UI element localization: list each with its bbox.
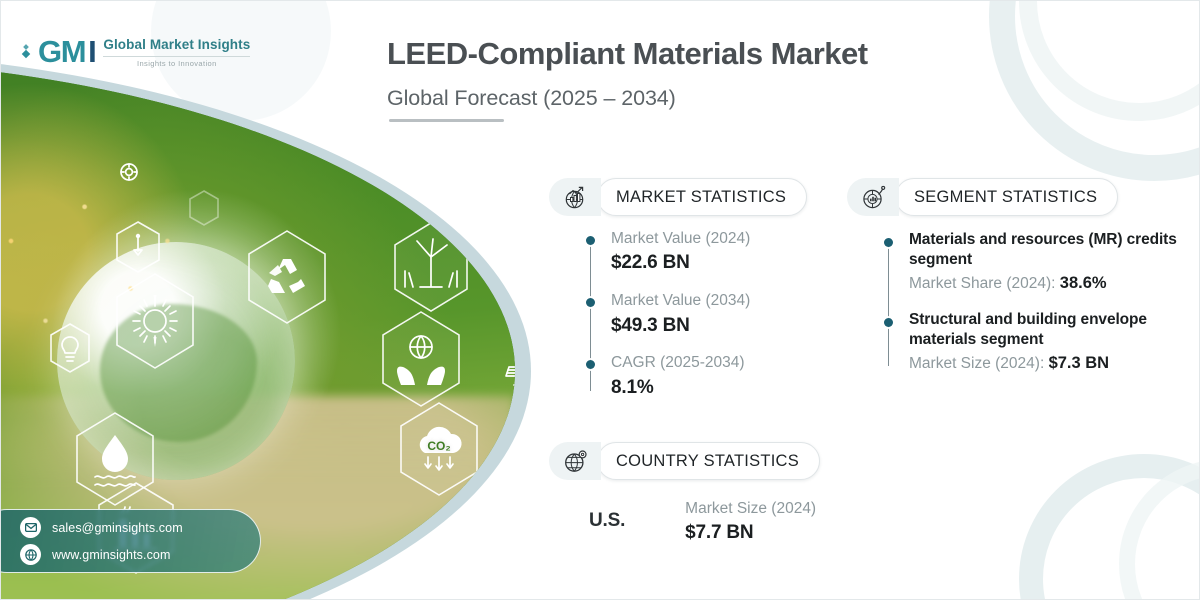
segment-name: Materials and resources (MR) credits seg… xyxy=(909,231,1177,269)
segment-statistics-list: Materials and resources (MR) credits seg… xyxy=(847,230,1187,375)
recycle-icon xyxy=(241,227,333,327)
pie-chart-target-icon xyxy=(847,178,899,216)
country-metric-label: Market Size (2024) xyxy=(685,500,817,517)
segment-name: Structural and building envelope materia… xyxy=(909,310,1147,349)
market-stat-label: Market Value (2034) xyxy=(611,292,751,310)
contact-info-pill: sales@gminsights.com www.gminsights.com xyxy=(1,509,261,573)
logo-wordmark: Global Market Insights Insights to Innov… xyxy=(103,35,251,68)
globe-icon xyxy=(20,544,41,565)
logo-mark-text: GM I xyxy=(38,33,97,69)
sun-solar-icon xyxy=(107,269,203,373)
logo-tagline: Insights to Innovation xyxy=(137,58,217,68)
market-stat-value: $22.6 BN xyxy=(611,252,690,274)
market-stats-connector-rail xyxy=(590,237,592,392)
bullet-dot xyxy=(884,238,893,247)
logo-i: I xyxy=(88,33,97,69)
contact-email-text: sales@gminsights.com xyxy=(52,520,183,535)
decorative-arc-top-right-outer xyxy=(989,1,1199,181)
small-hexagon-outline-icon-2 xyxy=(461,479,489,511)
market-statistics-panel: MARKET STATISTICS Market Value (2024) $2… xyxy=(549,178,849,400)
decorative-arc-bottom-right-inner xyxy=(1119,459,1199,599)
segment-metric: Market Size (2024): $7.3 BN xyxy=(909,351,1187,376)
contact-website-text: www.gminsights.com xyxy=(52,547,171,562)
segment-statistics-heading: SEGMENT STATISTICS xyxy=(895,178,1119,216)
country-metric-value: $7.7 BN xyxy=(685,522,754,544)
water-drop-icon xyxy=(69,409,161,509)
market-statistics-list: Market Value (2024) $22.6 BN Market Valu… xyxy=(549,228,849,400)
logo-gm: GM xyxy=(38,33,87,69)
market-stat-value: $49.3 BN xyxy=(611,314,690,336)
country-metric: Market Size (2024) $7.7 BN xyxy=(685,498,816,546)
contact-email-row[interactable]: sales@gminsights.com xyxy=(20,517,260,538)
market-statistics-badge: MARKET STATISTICS xyxy=(549,178,849,216)
contact-website-row[interactable]: www.gminsights.com xyxy=(20,544,260,565)
page-subtitle: Global Forecast (2025 – 2034) xyxy=(387,86,676,110)
solar-panel-icon xyxy=(503,359,515,393)
segment-metric-label: Market Share (2024): xyxy=(909,274,1056,292)
market-stat-value: 8.1% xyxy=(611,376,654,398)
svg-text:CO₂: CO₂ xyxy=(427,439,450,453)
country-name: U.S. xyxy=(589,510,626,531)
hands-globe-icon xyxy=(373,307,469,411)
factory-clean-icon xyxy=(511,221,515,281)
bullet-dot xyxy=(586,360,595,370)
segment-metric-value: 38.6% xyxy=(1059,273,1107,292)
segment-stats-connector-rail xyxy=(888,239,890,367)
segment-statistics-panel: SEGMENT STATISTICS Materials and resourc… xyxy=(847,178,1187,375)
market-statistics-heading: MARKET STATISTICS xyxy=(597,178,808,216)
market-stat-label: Market Value (2024) xyxy=(611,230,751,247)
title-underline-accent xyxy=(389,119,504,122)
segment-stat-item: Materials and resources (MR) credits seg… xyxy=(847,230,1187,296)
country-statistics-panel: COUNTRY STATISTICS U.S. Market Size (202… xyxy=(549,442,909,546)
country-statistics-row: U.S. Market Size (2024) $7.7 BN xyxy=(549,498,909,546)
segment-statistics-badge: SEGMENT STATISTICS xyxy=(847,178,1187,216)
market-stat-item: CAGR (2025-2034) 8.1% xyxy=(549,352,849,400)
logo-divider xyxy=(103,55,251,57)
segment-metric: Market Share (2024): 38.6% xyxy=(909,271,1187,296)
small-hexagon-outline-icon xyxy=(187,189,221,227)
wind-turbine-icon xyxy=(387,219,475,315)
thermometer-icon xyxy=(113,219,163,275)
country-statistics-badge: COUNTRY STATISTICS xyxy=(549,442,909,480)
segment-metric-label: Market Size (2024): xyxy=(909,354,1045,372)
logo-company-name: Global Market Insights xyxy=(103,37,251,52)
company-logo[interactable]: GM I Global Market Insights Insights to I… xyxy=(21,33,251,69)
co2-cloud-icon: CO₂ xyxy=(393,399,485,499)
bullet-dot xyxy=(884,317,893,327)
hero-image: CO₂ CO₂ xyxy=(1,51,546,599)
email-icon xyxy=(20,517,41,538)
country-statistics-heading: COUNTRY STATISTICS xyxy=(597,442,820,480)
bullet-dot xyxy=(586,298,595,308)
page-title: LEED-Compliant Materials Market xyxy=(387,36,868,71)
market-stat-item: Market Value (2024) $22.6 BN xyxy=(549,228,849,276)
globe-chart-icon xyxy=(549,178,601,216)
segment-metric-value: $7.3 BN xyxy=(1048,353,1110,372)
globe-pin-icon xyxy=(549,442,601,480)
eco-bulb-icon xyxy=(46,321,94,375)
camera-aperture-icon xyxy=(116,159,142,185)
decorative-arc-bottom-right-outer xyxy=(1019,454,1199,599)
logo-diamond-accent xyxy=(21,44,31,59)
bullet-dot xyxy=(586,236,595,245)
segment-stat-item: Structural and building envelope materia… xyxy=(847,310,1187,376)
market-stat-item: Market Value (2034) $49.3 BN xyxy=(549,290,849,338)
market-stat-label: CAGR (2025-2034) xyxy=(611,354,745,372)
decorative-arc-top-right-inner xyxy=(1019,1,1199,121)
